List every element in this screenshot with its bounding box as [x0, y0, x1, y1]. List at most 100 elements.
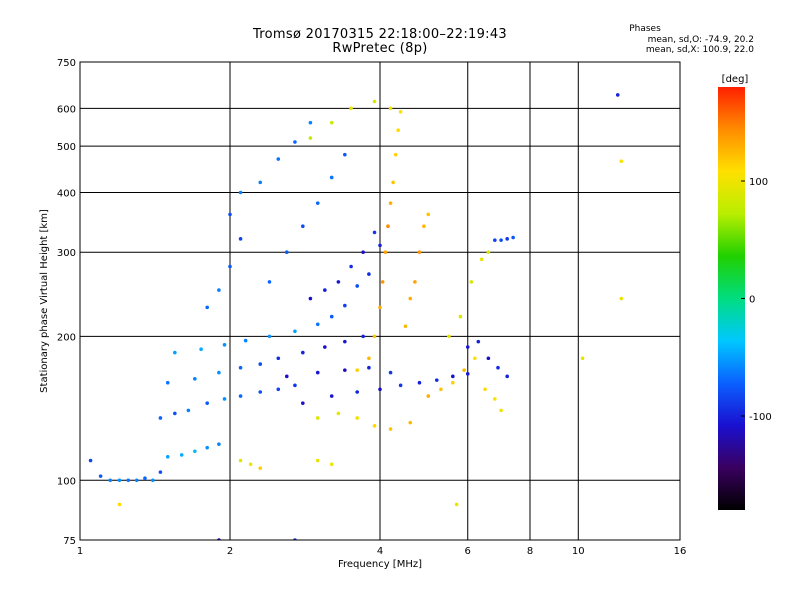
data-point [393, 152, 398, 157]
data-point [228, 212, 232, 217]
data-point [413, 280, 417, 284]
data-point [447, 334, 451, 339]
data-point [329, 394, 334, 398]
data-point [398, 383, 403, 388]
data-point [143, 476, 147, 481]
data-point [367, 365, 371, 370]
data-point [108, 478, 113, 483]
data-point [439, 387, 443, 392]
data-point [301, 350, 305, 355]
stats-line-x: mean, sd,X: 100.9, 22.0 [645, 45, 754, 55]
data-point [408, 296, 413, 301]
data-point [323, 345, 327, 349]
data-point [217, 288, 221, 292]
data-point [473, 356, 477, 361]
x-tick-label: 1 [77, 546, 83, 557]
grid-lines [80, 62, 680, 540]
data-point [88, 458, 93, 463]
data-point [329, 314, 334, 319]
data-point [315, 458, 320, 463]
data-point [222, 343, 227, 347]
data-point [186, 408, 191, 413]
x-tick-label: 6 [465, 546, 471, 557]
data-point [388, 370, 393, 375]
data-point [258, 180, 263, 185]
data-point [355, 368, 359, 372]
data-point [205, 305, 209, 310]
colorbar-tick-label: -100 [749, 412, 772, 423]
data-point [378, 243, 382, 248]
data-point [372, 230, 377, 235]
data-point [367, 272, 371, 276]
data-point [276, 387, 281, 392]
y-tick-label: 300 [57, 248, 76, 259]
data-point [205, 445, 209, 450]
data-point [426, 212, 431, 217]
data-point [343, 303, 347, 308]
data-point [158, 470, 163, 474]
data-point [372, 99, 377, 104]
data-point [173, 350, 177, 355]
data-point [580, 356, 585, 361]
data-point [329, 120, 334, 125]
x-tick-label: 16 [674, 546, 687, 557]
data-point [493, 397, 497, 401]
data-point [293, 383, 297, 388]
data-point [396, 128, 400, 132]
data-point [117, 502, 122, 507]
x-tick-label: 2 [227, 546, 233, 557]
x-tick-label: 8 [527, 546, 533, 557]
data-point [355, 416, 359, 420]
x-tick-label: 10 [572, 546, 585, 557]
data-point [222, 397, 227, 401]
data-point [158, 416, 163, 420]
data-point [388, 427, 393, 431]
data-point [217, 370, 221, 375]
y-tick-label: 600 [57, 104, 76, 115]
data-point [315, 201, 320, 205]
y-tick-label: 100 [57, 476, 76, 487]
data-point [434, 378, 439, 382]
data-point [248, 462, 253, 467]
data-point [193, 377, 197, 381]
data-point [243, 338, 248, 343]
data-point [276, 157, 281, 161]
y-tick-label: 750 [57, 58, 76, 69]
data-point [380, 280, 385, 284]
data-point [403, 324, 408, 329]
data-point [426, 394, 431, 398]
data-point [619, 159, 624, 164]
data-point [615, 93, 620, 97]
data-point [408, 420, 413, 425]
data-point [349, 264, 353, 269]
data-point [301, 401, 305, 405]
data-point [349, 106, 353, 111]
data-point [323, 288, 327, 292]
data-point [308, 136, 313, 140]
y-tick-label: 500 [57, 142, 76, 153]
data-point [126, 478, 131, 483]
data-point [238, 458, 243, 463]
chart-title: Tromsø 20170315 22:18:00–22:19:43 [252, 27, 508, 42]
data-point [293, 329, 297, 334]
data-point [486, 356, 491, 361]
data-point [417, 380, 422, 385]
colorbar-tick-label: 0 [749, 295, 755, 306]
data-point [372, 334, 377, 339]
data-point [293, 140, 297, 144]
data-point [483, 387, 487, 392]
data-point [301, 224, 305, 229]
data-point [173, 411, 177, 416]
data-point [284, 374, 289, 379]
data-point [238, 237, 243, 241]
data-point [238, 394, 243, 398]
data-point [193, 449, 197, 454]
data-point [465, 372, 470, 376]
data-point [343, 339, 347, 344]
data-point [499, 408, 503, 413]
data-point [386, 224, 390, 229]
data-point [493, 238, 497, 242]
data-point [165, 380, 170, 385]
data-point [372, 424, 377, 428]
